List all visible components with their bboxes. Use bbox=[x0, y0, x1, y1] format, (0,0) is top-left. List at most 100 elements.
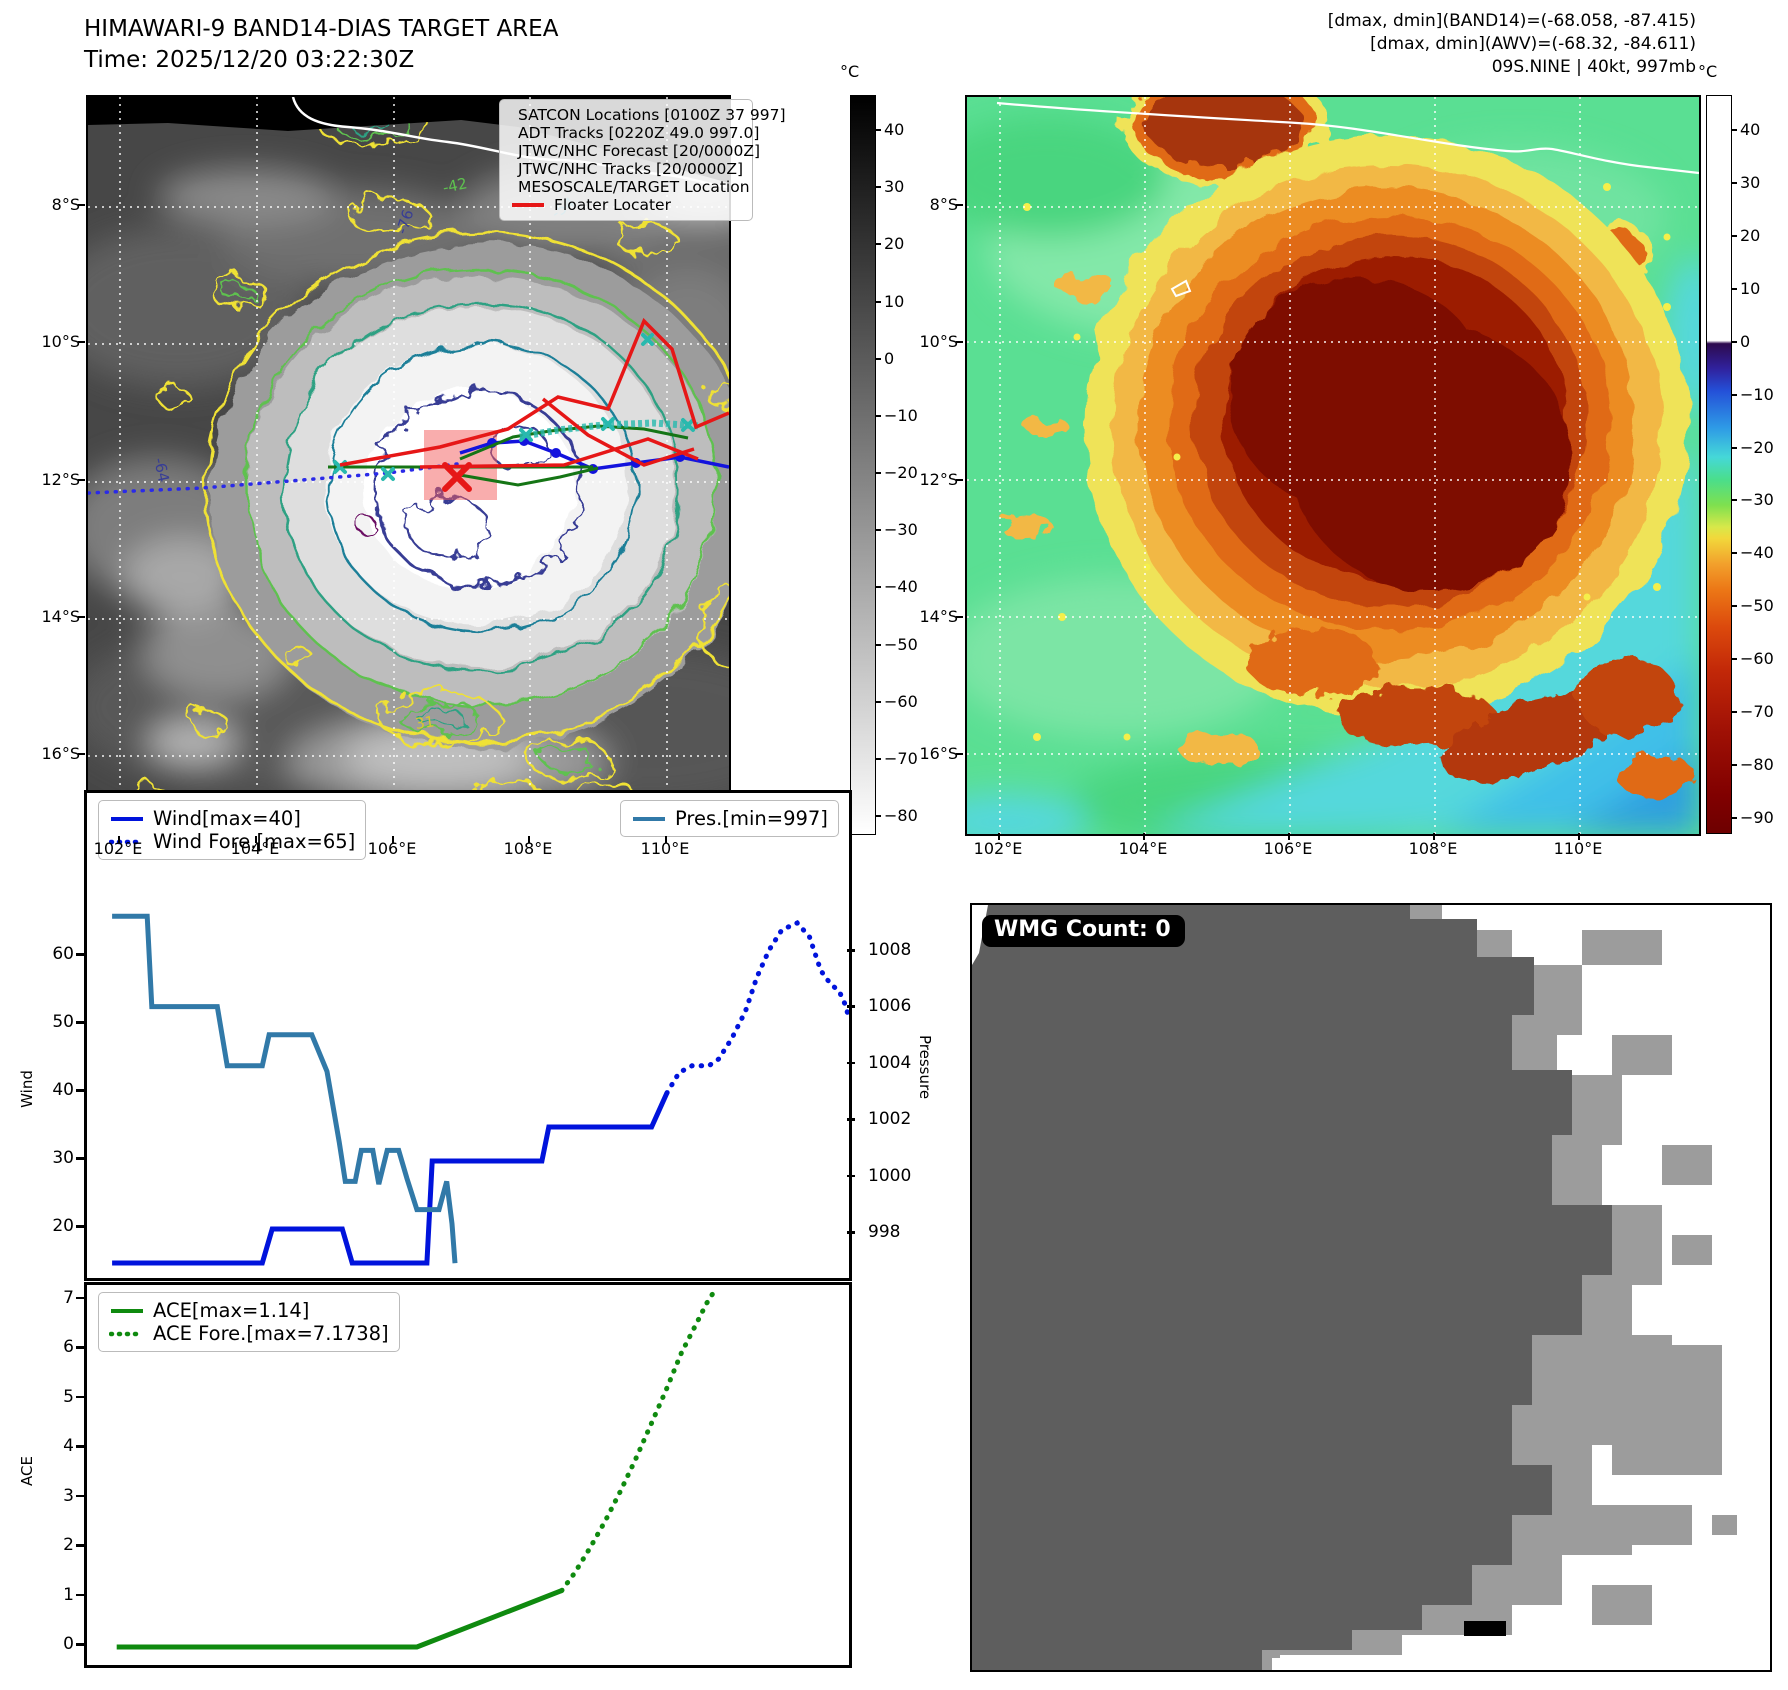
map-legend-item: JTWC/NHC Tracks [20/0000Z] bbox=[510, 160, 744, 178]
map-legend-item: SATCON Locations [0100Z 37 997] bbox=[510, 106, 786, 124]
lat-tick-label: 12°S bbox=[919, 470, 958, 489]
tick-mark bbox=[1731, 129, 1737, 131]
colorbar-tick-label: 30 bbox=[1740, 172, 1761, 192]
lat-tick-label: 10°S bbox=[41, 332, 80, 351]
tick-mark bbox=[76, 1395, 84, 1399]
tick-mark bbox=[847, 1061, 855, 1065]
tick-mark bbox=[76, 1021, 84, 1024]
pres-legend-item-label: Pres.[min=997] bbox=[675, 807, 828, 830]
colorbar-tick-label: −50 bbox=[1740, 596, 1774, 616]
pressure-tick-label: 1002 bbox=[868, 1109, 912, 1130]
dotted-swatch-icon bbox=[109, 1331, 145, 1336]
pressure-tick-label: 1006 bbox=[868, 996, 912, 1017]
colorbar-tick-label: −90 bbox=[1740, 807, 1774, 827]
series-ace-fore-max-7-1738- bbox=[559, 1290, 716, 1594]
colorbar-tick-label: −50 bbox=[884, 634, 918, 654]
tick-mark bbox=[875, 300, 881, 303]
dotted-swatch-icon bbox=[109, 839, 145, 844]
floater-lines bbox=[339, 317, 730, 469]
tick-mark bbox=[875, 586, 881, 589]
colorbar-tick-label: −10 bbox=[884, 405, 918, 425]
map-legend-item-label: ADT Tracks [0220Z 49.0 997.0] bbox=[518, 124, 760, 142]
ace-tick-label: 2 bbox=[63, 1535, 74, 1556]
storm-id: 09S.NINE | 40kt, 997mb bbox=[1491, 57, 1696, 77]
ace-tick-label: 4 bbox=[63, 1436, 74, 1457]
tick-mark bbox=[847, 1231, 855, 1234]
lon-tick-label: 106°E bbox=[1263, 839, 1313, 858]
tick-mark bbox=[76, 1296, 84, 1300]
grid-lines bbox=[967, 97, 1699, 834]
wind-axis-label: Wind bbox=[17, 1070, 36, 1108]
wind-legend-item-label: Wind[max=40] bbox=[153, 807, 301, 830]
ir-colorbar-unit: °C bbox=[1698, 62, 1718, 81]
wind-tick-label: 20 bbox=[52, 1216, 74, 1236]
tick-mark bbox=[956, 616, 963, 618]
pressure-axis-label: Pressure bbox=[916, 1035, 934, 1100]
wind-tick-label: 40 bbox=[52, 1080, 74, 1100]
tick-mark bbox=[875, 815, 881, 818]
map-legend-item-label: JTWC/NHC Tracks [20/0000Z] bbox=[518, 160, 744, 178]
tick-mark bbox=[76, 1643, 84, 1646]
page-title: HIMAWARI-9 BAND14-DIAS TARGET AREA bbox=[84, 16, 559, 42]
colorbar-tick-label: −80 bbox=[1740, 755, 1774, 775]
scale-mark bbox=[1464, 1621, 1506, 1636]
tick-mark bbox=[875, 414, 881, 417]
tick-mark bbox=[875, 529, 881, 532]
tick-mark bbox=[665, 836, 667, 843]
series-wind-max-40- bbox=[112, 1091, 670, 1266]
map-legend: SATCON Locations [0100Z 37 997] ADT Track… bbox=[499, 99, 786, 221]
tick-mark bbox=[1578, 833, 1580, 840]
tick-mark bbox=[1731, 499, 1737, 502]
lon-tick-label: 102°E bbox=[93, 839, 143, 858]
wind-legend-item-label: Wind Fore.[max=65] bbox=[153, 830, 356, 853]
tick-mark bbox=[875, 757, 881, 760]
colorbar-tick-label: 20 bbox=[884, 234, 905, 254]
colorbar-tick-label: −60 bbox=[884, 691, 918, 711]
map-legend-item-label: JTWC/NHC Forecast [20/0000Z] bbox=[518, 142, 761, 160]
ace-legend-item-label: ACE Fore.[max=7.1738] bbox=[153, 1322, 389, 1345]
map-legend-item: MESOSCALE/TARGET Location bbox=[510, 178, 750, 196]
tick-mark bbox=[76, 1089, 84, 1092]
pressure-tick-label: 1004 bbox=[868, 1052, 912, 1073]
tick-mark bbox=[998, 833, 1000, 840]
tick-mark bbox=[76, 1157, 84, 1160]
map-legend-item-label: SATCON Locations [0100Z 37 997] bbox=[518, 106, 786, 124]
svg-text:-64: -64 bbox=[150, 456, 173, 484]
grid-lines bbox=[88, 97, 729, 837]
pressure-tick-label: 1008 bbox=[868, 940, 912, 960]
series-ace-max-1-14- bbox=[116, 1588, 563, 1650]
tick-mark bbox=[1731, 181, 1737, 184]
map-legend-item: Floater Locater bbox=[510, 196, 742, 214]
page-title-block: HIMAWARI-9 BAND14-DIAS TARGET AREA Time:… bbox=[84, 14, 558, 76]
pres-legend: Pres.[min=997] bbox=[620, 800, 839, 837]
colorbar-tick-label: −40 bbox=[884, 577, 918, 597]
colorbar-tick-label: −60 bbox=[1740, 649, 1774, 669]
colorbar-tick-label: −70 bbox=[884, 748, 918, 768]
tick-mark bbox=[76, 1593, 84, 1597]
line-swatch-icon bbox=[512, 203, 544, 207]
lat-tick-label: 10°S bbox=[919, 332, 958, 351]
tick-mark bbox=[875, 186, 881, 189]
lat-tick-label: 8°S bbox=[929, 195, 958, 214]
lat-tick-label: 16°S bbox=[41, 744, 80, 763]
tick-mark bbox=[1731, 552, 1737, 555]
lon-tick-label: 106°E bbox=[367, 839, 417, 858]
tick-mark bbox=[76, 1544, 84, 1547]
ace-legend-item-label: ACE[max=1.14] bbox=[153, 1299, 310, 1322]
tick-mark bbox=[76, 1346, 84, 1349]
colorbar-tick-label: −20 bbox=[1740, 437, 1774, 457]
tick-mark bbox=[1731, 658, 1737, 661]
colorbar-tick-label: 40 bbox=[884, 120, 905, 139]
pres-legend-item: Pres.[min=997] bbox=[631, 807, 828, 830]
series-pres-min-997- bbox=[112, 913, 458, 1264]
wmg-mask bbox=[972, 905, 1770, 1670]
tick-mark bbox=[1731, 287, 1737, 290]
lon-tick-label: 110°E bbox=[1553, 839, 1603, 858]
tick-mark bbox=[76, 1494, 84, 1498]
tick-mark bbox=[78, 753, 85, 755]
tick-mark bbox=[76, 1445, 84, 1448]
lon-tick-label: 110°E bbox=[640, 839, 690, 858]
series-wind-fore-max-65- bbox=[664, 919, 852, 1096]
tick-mark bbox=[78, 341, 85, 343]
tick-mark bbox=[1731, 234, 1737, 237]
